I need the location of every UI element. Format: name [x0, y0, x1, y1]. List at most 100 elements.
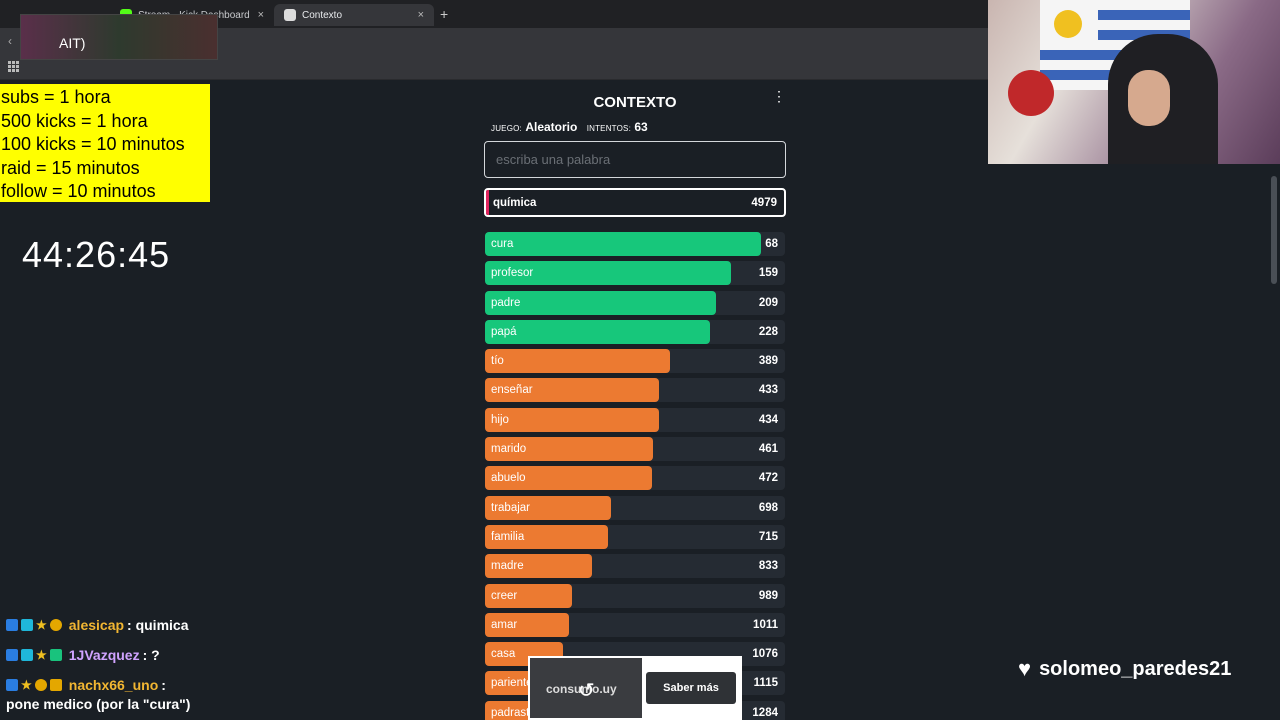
guess-rank: 698 — [758, 501, 778, 514]
goal-line: raid = 15 minutos — [1, 157, 140, 178]
goal-line: 100 kicks = 10 minutos — [1, 134, 185, 154]
streamer-face — [1128, 70, 1170, 126]
guess-rank: 209 — [758, 296, 778, 309]
guess-proximity-bar — [485, 407, 659, 432]
goal-line: follow = 10 minutos — [1, 181, 156, 201]
guess-word: tío — [491, 355, 504, 368]
new-tab-button[interactable]: + — [440, 6, 449, 22]
guess-row: cura 68 — [485, 232, 785, 256]
tab-contexto[interactable]: Contexto × — [274, 4, 434, 26]
guess-rank: 68 — [765, 238, 778, 250]
chat-message: ★ alesicap : quimica — [6, 610, 306, 640]
heart-icon: ♥ — [1018, 656, 1032, 681]
guess-rank: 461 — [758, 443, 778, 456]
chat-text: : — [161, 677, 166, 693]
cube-badge-icon — [21, 619, 33, 631]
guess-rank: 1011 — [753, 618, 778, 631]
replay-icon[interactable]: ↺ — [578, 680, 595, 702]
guess-proximity-bar — [485, 232, 761, 256]
guess-row: trabajar 698 — [485, 495, 785, 520]
guess-row: hijo 434 — [485, 407, 785, 432]
chat-overlay: ★ alesicap : quimica ★ 1JVazquez : ? ★ n… — [6, 610, 306, 712]
subscriber-badge-icon — [49, 649, 62, 661]
game-label: JUEGO: — [491, 124, 522, 133]
guess-rank: 989 — [758, 589, 778, 602]
ad-cta-button[interactable]: Saber más — [646, 672, 736, 704]
guess-rank: 433 — [758, 384, 778, 397]
chat-message: ★ nachx66_uno : — [6, 670, 306, 700]
crown-badge-icon — [49, 679, 62, 691]
current-guess-word: química — [493, 196, 537, 209]
game-value: Aleatorio — [525, 120, 578, 134]
guess-proximity-bar — [485, 554, 592, 579]
guess-rank: 1284 — [752, 706, 778, 719]
page-scrollbar[interactable] — [1268, 164, 1280, 720]
guess-proximity-bar — [485, 612, 569, 637]
contexto-favicon-icon — [284, 9, 296, 21]
game-meta: JUEGO: Aleatorio INTENTOS: 63 — [491, 120, 654, 134]
ad-domain: consumo.uy — [546, 682, 617, 696]
verified-badge-icon — [6, 649, 18, 661]
ad-image — [530, 658, 642, 718]
chat-message-continuation: pone medico (por la "cura") — [6, 696, 191, 712]
guess-rank: 159 — [758, 267, 778, 280]
guess-proximity-bar — [485, 349, 670, 374]
goal-line: 500 kicks = 1 hora — [1, 110, 148, 131]
guess-proximity-bar — [485, 583, 572, 608]
guess-word: padre — [491, 296, 521, 309]
guess-row: marido 461 — [485, 437, 785, 462]
close-tab-icon[interactable]: × — [257, 9, 264, 21]
guess-rank: 1076 — [752, 648, 778, 661]
scrollbar-thumb[interactable] — [1271, 176, 1277, 284]
overlay-thumbnail-label: AIT) — [59, 35, 86, 51]
guess-word: abuelo — [491, 472, 526, 485]
ad-banner[interactable]: consumo.uy ↺ Saber más — [528, 656, 742, 720]
guess-word: trabajar — [491, 501, 530, 514]
game-title: CONTEXTO — [593, 94, 677, 111]
star-badge-icon: ★ — [36, 648, 47, 662]
guess-rank: 434 — [758, 413, 778, 426]
more-menu-icon[interactable]: ⋮ — [772, 88, 786, 104]
guess-proximity-bar — [485, 378, 659, 403]
goal-line: subs = 1 hora — [1, 87, 111, 107]
guess-row: tío 389 — [485, 349, 785, 374]
star-badge-icon: ★ — [36, 618, 47, 632]
gold-badge-icon — [34, 679, 47, 691]
attempts-label: INTENTOS: — [586, 124, 632, 133]
guess-proximity-bar — [485, 495, 611, 520]
subathon-timer: 44:26:45 — [22, 234, 171, 275]
close-tab-icon[interactable]: × — [417, 9, 424, 21]
guess-word: hijo — [491, 413, 509, 426]
word-input[interactable] — [484, 141, 786, 178]
guess-list: cura 68 profesor 159 padre 209 papá 228 tío 389 en… — [485, 232, 785, 720]
guess-rank: 715 — [758, 530, 778, 543]
guess-word: pariente — [491, 677, 533, 690]
chat-username: nachx66_uno — [68, 677, 159, 693]
back-icon[interactable]: ‹ — [8, 34, 12, 48]
guess-row: padre 209 — [485, 290, 785, 315]
guess-row: familia 715 — [485, 524, 785, 549]
guess-word: profesor — [491, 267, 534, 280]
guess-word: amar — [491, 618, 518, 631]
guess-word: enseñar — [491, 384, 533, 397]
current-guess-rank: 4979 — [751, 196, 777, 209]
guess-proximity-bar — [485, 437, 653, 462]
cube-badge-icon — [21, 649, 33, 661]
guess-word: papá — [491, 325, 517, 338]
verified-badge-icon — [6, 619, 18, 631]
guess-row: madre 833 — [485, 554, 785, 579]
guess-word: casa — [491, 648, 516, 661]
guess-row: creer 989 — [485, 583, 785, 608]
guess-word: marido — [491, 443, 527, 456]
apps-grid-icon[interactable] — [8, 61, 19, 72]
star-badge-icon: ★ — [21, 678, 32, 692]
gold-badge-icon — [49, 619, 62, 631]
guess-proximity-bar — [485, 290, 716, 315]
guess-word: familia — [491, 530, 525, 543]
guess-proximity-bar — [485, 466, 652, 491]
flag-sun — [1040, 0, 1098, 50]
tab-label: Contexto — [302, 9, 343, 21]
guess-row: papá 228 — [485, 319, 785, 344]
guess-rank: 833 — [758, 560, 778, 573]
